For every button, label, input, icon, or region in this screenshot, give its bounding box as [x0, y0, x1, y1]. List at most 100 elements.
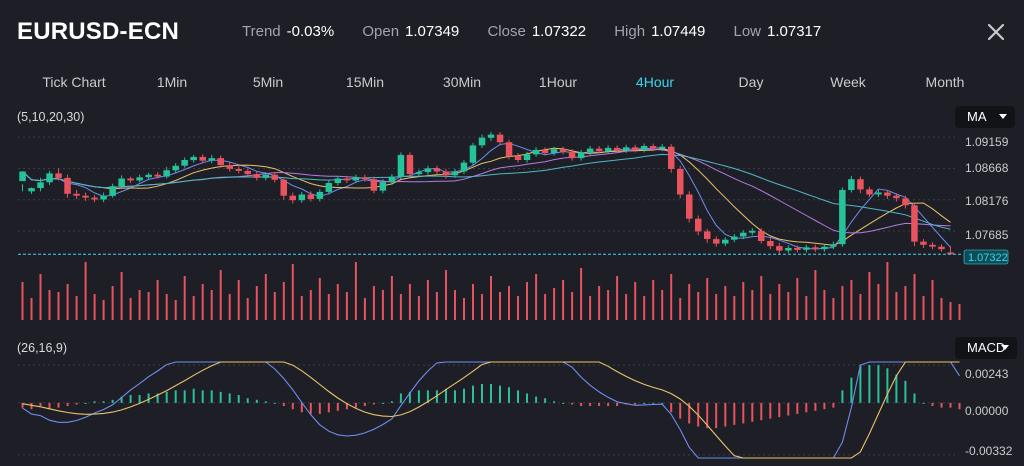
- volume-bar: [859, 294, 862, 320]
- candle-body: [37, 182, 44, 188]
- candle: [442, 168, 450, 179]
- price-stats: Trend -0.03% Open 1.07349 Close 1.07322 Hig…: [242, 23, 845, 40]
- volume-bar: [21, 282, 24, 320]
- candle-body: [280, 179, 287, 196]
- candle: [740, 230, 747, 240]
- tab-1hour[interactable]: 1Hour: [538, 74, 578, 90]
- candle: [19, 171, 26, 192]
- candle: [226, 162, 233, 172]
- candle-body: [343, 178, 351, 181]
- tab-month[interactable]: Month: [925, 74, 965, 90]
- volume-bar: [390, 276, 393, 320]
- macd-histogram-bar: [877, 365, 880, 403]
- candle: [109, 183, 116, 198]
- macd-histogram-bar: [75, 402, 78, 405]
- macd-histogram-bar: [291, 402, 294, 410]
- volume-bar: [237, 280, 240, 320]
- ma-select[interactable]: MA: [955, 106, 1015, 128]
- close-icon[interactable]: [984, 20, 1008, 44]
- candle-body: [622, 147, 630, 151]
- candle-body: [920, 241, 927, 245]
- macd-select-value: MACD: [967, 340, 1006, 355]
- macd-histogram-bar: [652, 402, 655, 404]
- candle: [767, 237, 774, 250]
- tab-5min[interactable]: 5Min: [252, 74, 284, 90]
- macd-histogram-bar: [93, 401, 96, 403]
- macd-histogram-bar: [949, 402, 952, 408]
- macd-histogram-bar: [372, 402, 375, 405]
- volume-bar: [868, 272, 871, 320]
- candle-body: [145, 174, 152, 178]
- macd-histogram-bar: [472, 385, 474, 403]
- timeframe-tabs: Tick Chart 1Min 5Min 15Min 30Min 1Hour 4…: [0, 70, 1024, 96]
- tab-15min[interactable]: 15Min: [345, 74, 385, 90]
- tab-week[interactable]: Week: [830, 74, 866, 90]
- chevron-down-icon: [999, 114, 1007, 119]
- macd-histogram-bar: [508, 387, 510, 403]
- stat-open: Open 1.07349: [362, 23, 460, 40]
- candle-body: [893, 195, 900, 199]
- candle: [298, 191, 306, 203]
- macd-histogram-bar: [859, 365, 862, 403]
- tab-4hour[interactable]: 4Hour: [635, 74, 675, 90]
- macd-histogram-bar: [841, 390, 844, 403]
- candle-body: [469, 145, 477, 163]
- candle: [460, 160, 468, 175]
- volume-bar: [850, 280, 853, 320]
- tab-tick-chart[interactable]: Tick Chart: [42, 74, 106, 90]
- candle-body: [163, 170, 170, 177]
- current-price-label: 1.07322: [968, 252, 1008, 264]
- candle-body: [46, 173, 53, 183]
- macd-histogram-bar: [246, 398, 249, 403]
- candle-body: [352, 177, 360, 181]
- macd-histogram-bar: [156, 393, 159, 403]
- candle-body: [325, 183, 333, 192]
- candle: [713, 236, 720, 247]
- volume-bar: [553, 288, 556, 320]
- candle: [163, 167, 170, 179]
- candle: [451, 168, 459, 178]
- tab-day[interactable]: Day: [738, 74, 764, 90]
- macd-histogram-bar: [724, 402, 727, 427]
- volume-bar: [174, 300, 177, 320]
- chevron-down-icon: [1001, 345, 1009, 350]
- macd-histogram-bar: [183, 390, 186, 403]
- candle-body: [785, 248, 792, 251]
- candle: [469, 142, 477, 166]
- candle-body: [154, 174, 161, 177]
- volume-bar: [66, 284, 69, 320]
- candle: [631, 144, 639, 153]
- candle: [271, 172, 278, 183]
- candle-body: [505, 142, 513, 157]
- candle: [532, 147, 540, 157]
- candle: [172, 163, 179, 173]
- volume-bar: [327, 294, 330, 320]
- volume-bar: [273, 292, 276, 320]
- volume-bar: [562, 280, 565, 320]
- volume-bar: [399, 294, 402, 320]
- candle-body: [695, 218, 702, 232]
- volume-bar: [318, 278, 321, 320]
- volume-bar: [300, 296, 303, 320]
- candle: [929, 242, 936, 250]
- volume-bar: [688, 284, 691, 320]
- candle-body: [776, 246, 783, 251]
- macd-select[interactable]: MACD: [955, 337, 1017, 359]
- candle-body: [794, 248, 801, 250]
- candle: [658, 144, 666, 152]
- macd-tick-label: 0.00243: [965, 367, 1009, 381]
- candle-body: [298, 194, 306, 201]
- macd-histogram-bar: [733, 402, 736, 425]
- macd-histogram-bar: [336, 402, 339, 411]
- volume-bar: [93, 294, 96, 320]
- volume-bar: [490, 276, 492, 320]
- macd-histogram-bar: [174, 390, 177, 403]
- candle-body: [938, 246, 945, 250]
- tab-1min[interactable]: 1Min: [156, 74, 188, 90]
- candle: [82, 192, 89, 201]
- candle-body: [767, 241, 774, 247]
- tab-30min[interactable]: 30Min: [442, 74, 482, 90]
- macd-histogram-bar: [580, 402, 583, 406]
- volume-bar: [381, 290, 384, 320]
